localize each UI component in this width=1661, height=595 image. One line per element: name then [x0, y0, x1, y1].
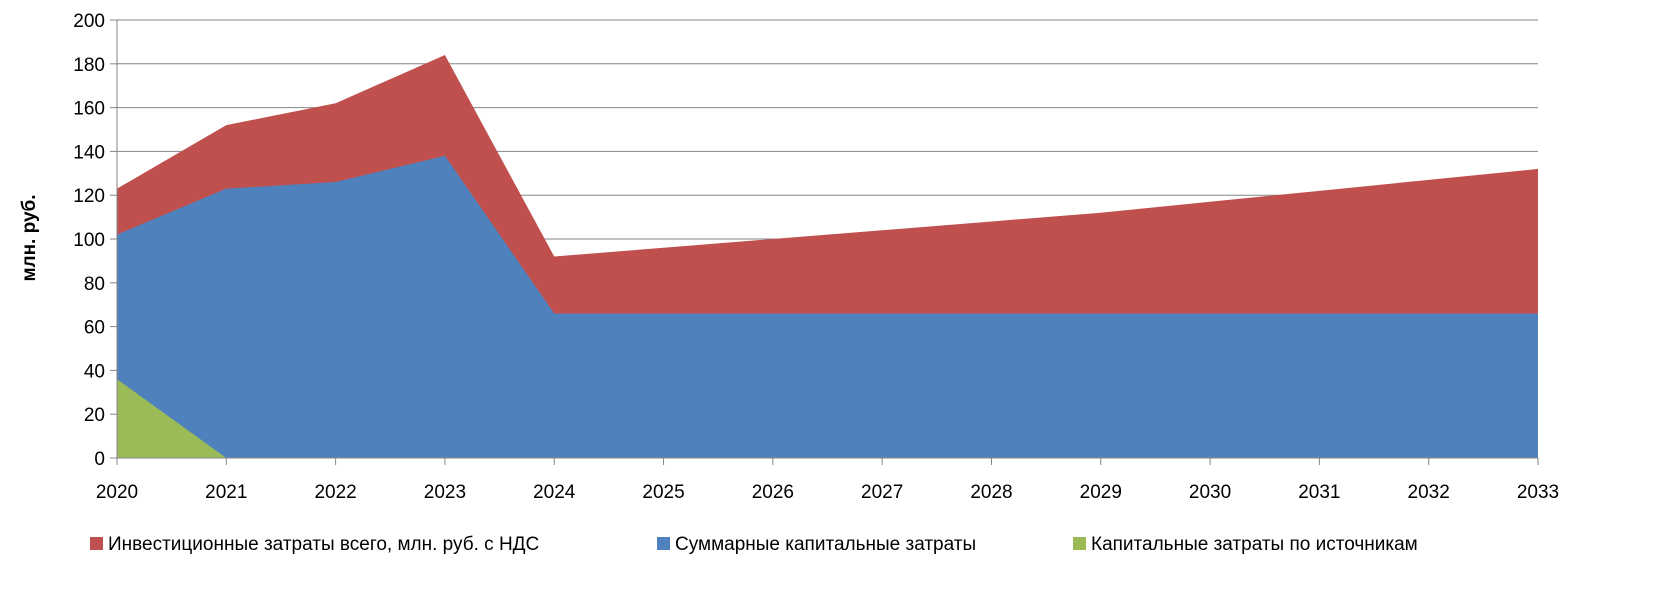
y-tick-label: 180 — [73, 55, 105, 76]
x-tick-label: 2032 — [1408, 482, 1450, 503]
y-tick-label: 0 — [94, 449, 105, 470]
legend-entry-label: Суммарные капитальные затраты — [675, 534, 976, 555]
x-tick-label: 2026 — [752, 482, 794, 503]
x-tick-label: 2024 — [533, 482, 576, 503]
legend-swatch — [90, 537, 103, 550]
x-tick-label: 2020 — [96, 482, 138, 503]
y-tick-label: 120 — [73, 186, 105, 207]
x-tick-label: 2027 — [861, 482, 903, 503]
x-tick-label: 2025 — [642, 482, 684, 503]
y-tick-label: 100 — [73, 230, 105, 251]
x-tick-label: 2031 — [1298, 482, 1340, 503]
series-areas — [117, 55, 1538, 458]
legend-entry-label: Инвестиционные затраты всего, млн. руб. … — [108, 534, 539, 555]
x-tick-label: 2033 — [1517, 482, 1559, 503]
y-axis-label: млн. руб. — [19, 194, 40, 281]
x-tick-label: 2029 — [1080, 482, 1122, 503]
legend-entry-label: Капитальные затраты по источникам — [1091, 534, 1418, 555]
y-tick-label: 80 — [84, 274, 105, 295]
y-tick-labels: 0 20 40 60 80 100 120 140 160 180 200 — [73, 11, 105, 470]
y-tick-label: 140 — [73, 142, 105, 163]
x-tick-label: 2021 — [205, 482, 247, 503]
legend-swatch — [657, 537, 670, 550]
y-tick-label: 60 — [84, 318, 105, 339]
x-tick-label: 2028 — [970, 482, 1012, 503]
x-tick-label: 2023 — [424, 482, 466, 503]
legend: Инвестиционные затраты всего, млн. руб. … — [90, 534, 1418, 555]
y-tick-label: 160 — [73, 99, 105, 120]
x-tick-label: 2022 — [314, 482, 356, 503]
y-tick-label: 40 — [84, 361, 105, 382]
legend-swatch — [1073, 537, 1086, 550]
y-tick-label: 20 — [84, 405, 105, 426]
y-tick-label: 200 — [73, 11, 105, 32]
x-tick-label: 2030 — [1189, 482, 1231, 503]
x-tick-labels: 2020 2021 2022 2023 2024 2025 2026 2027 2028 2029… — [96, 482, 1559, 503]
series-area-2 — [117, 155, 1538, 458]
axes — [110, 19, 1539, 465]
